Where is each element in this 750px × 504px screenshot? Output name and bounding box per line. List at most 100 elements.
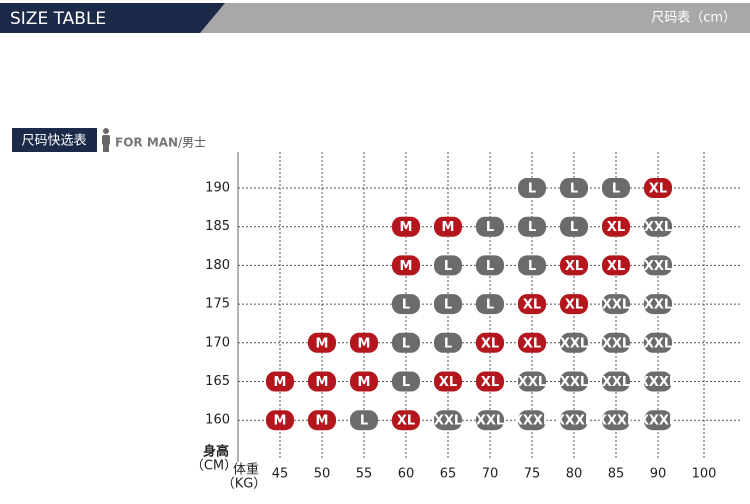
- size-label: L: [402, 375, 410, 390]
- size-label: XL: [523, 336, 541, 351]
- size-badge: [350, 410, 378, 431]
- size-label: M: [358, 375, 371, 390]
- size-badge: [518, 410, 546, 431]
- size-badge: [560, 255, 588, 276]
- x-tick-label: 45: [272, 467, 289, 482]
- size-badge: [434, 216, 462, 237]
- x-label: 体重: [233, 462, 259, 478]
- header-title: SIZE TABLE: [10, 9, 106, 29]
- section-label: 尺码快选表: [21, 134, 86, 149]
- size-badge: [602, 371, 630, 392]
- size-label: L: [528, 182, 536, 197]
- size-badge: [644, 371, 672, 392]
- audience: FOR MAN: [115, 136, 178, 150]
- size-label: L: [570, 182, 578, 197]
- size-badge: [476, 255, 504, 276]
- size-label: L: [444, 298, 452, 313]
- size-badge: [602, 294, 630, 315]
- size-label: XXL: [518, 375, 546, 390]
- size-label: XXXL: [597, 414, 635, 429]
- size-badge: [518, 332, 546, 353]
- size-badge: [392, 294, 420, 315]
- x-tick-label: 60: [398, 467, 415, 482]
- size-label: L: [612, 182, 620, 197]
- size-label: XXXL: [639, 375, 677, 390]
- size-label: XL: [523, 298, 541, 313]
- audience-cn: /男士: [178, 136, 206, 150]
- y-tick-label: 175: [205, 297, 230, 312]
- size-label: XL: [439, 375, 457, 390]
- size-label: L: [444, 259, 452, 274]
- size-label: XL: [397, 414, 415, 429]
- size-badge: [434, 332, 462, 353]
- size-label: XL: [607, 259, 625, 274]
- y-tick-label: 165: [205, 374, 230, 389]
- size-label: XL: [481, 336, 499, 351]
- y-tick-label: 185: [205, 219, 230, 234]
- size-badge: [308, 410, 336, 431]
- size-label: XXL: [644, 220, 672, 235]
- x-tick-label: 50: [314, 467, 331, 482]
- size-label: L: [486, 259, 494, 274]
- size-badge: [518, 216, 546, 237]
- size-label: XXXL: [513, 414, 551, 429]
- size-label: XXL: [644, 259, 672, 274]
- size-label: L: [486, 220, 494, 235]
- size-badge: [392, 255, 420, 276]
- size-badge: [434, 294, 462, 315]
- size-label: XXL: [476, 414, 504, 429]
- x-tick-label: 100: [692, 467, 717, 482]
- size-badge: [644, 255, 672, 276]
- size-badge: [560, 410, 588, 431]
- size-badge: [644, 294, 672, 315]
- size-badge: [392, 371, 420, 392]
- y-tick-label: 190: [205, 181, 230, 196]
- size-badge: [266, 410, 294, 431]
- size-badge: [644, 216, 672, 237]
- man-icon: [102, 128, 110, 152]
- size-badge: [308, 332, 336, 353]
- size-label: XL: [565, 259, 583, 274]
- y-unit: （CM）: [191, 459, 237, 474]
- size-badge: [476, 216, 504, 237]
- size-badge: [266, 371, 294, 392]
- size-badge: [392, 332, 420, 353]
- size-label: XXXL: [639, 414, 677, 429]
- size-badge: [476, 410, 504, 431]
- size-label: L: [444, 336, 452, 351]
- size-label: XXL: [602, 336, 630, 351]
- size-badge: [560, 332, 588, 353]
- size-label: L: [402, 298, 410, 313]
- y-label: 身高: [203, 444, 229, 460]
- size-badge: [308, 371, 336, 392]
- size-label: M: [442, 220, 455, 235]
- size-label: M: [316, 336, 329, 351]
- size-label: XXL: [644, 298, 672, 313]
- size-badge: [644, 178, 672, 198]
- x-unit: （KG）: [222, 477, 267, 492]
- section-tab: [12, 128, 97, 152]
- x-tick-label: 90: [650, 467, 667, 482]
- size-label: XL: [607, 220, 625, 235]
- size-badge: [350, 332, 378, 353]
- size-label: M: [400, 259, 413, 274]
- size-label: M: [400, 220, 413, 235]
- size-label: M: [274, 414, 287, 429]
- size-badge: [560, 371, 588, 392]
- x-tick-label: 55: [356, 467, 373, 482]
- y-tick-label: 170: [205, 335, 230, 350]
- size-label: L: [486, 298, 494, 313]
- size-label: XXXL: [555, 414, 593, 429]
- size-label: M: [316, 414, 329, 429]
- size-badge: [476, 332, 504, 353]
- size-badge: [434, 410, 462, 431]
- size-badge: [560, 178, 588, 198]
- size-label: XL: [565, 298, 583, 313]
- size-label: L: [528, 259, 536, 274]
- size-label: XL: [481, 375, 499, 390]
- x-tick-label: 75: [524, 467, 541, 482]
- size-label: XXL: [644, 336, 672, 351]
- size-label: XXL: [560, 336, 588, 351]
- size-badge: [518, 255, 546, 276]
